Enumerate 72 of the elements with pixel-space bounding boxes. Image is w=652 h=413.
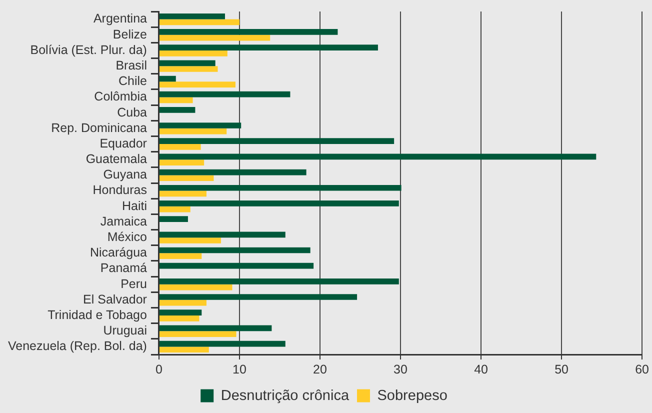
bar [159, 13, 225, 20]
bar [159, 128, 227, 134]
y-tick-label: Peru [120, 276, 148, 291]
y-tick-label: Guatemala [86, 152, 148, 166]
legend-label: Desnutrição crônica [220, 388, 350, 404]
y-tick-label: El Salvador [83, 292, 147, 306]
legend-label: Sobrepeso [377, 388, 448, 404]
bar [159, 138, 394, 144]
bar [159, 278, 399, 284]
bar [159, 262, 314, 269]
bar [159, 340, 286, 347]
bar [159, 300, 206, 306]
bar [159, 316, 200, 322]
bar [159, 184, 402, 191]
y-tick-label: Colômbia [94, 90, 148, 104]
y-tick-label: Argentina [93, 12, 148, 26]
x-tick-label: 40 [474, 362, 488, 376]
x-tick-label: 10 [232, 362, 246, 376]
bar [159, 106, 196, 113]
bar [159, 60, 216, 66]
bar [159, 294, 358, 300]
bar [159, 206, 190, 212]
y-tick-label: Brasil [116, 58, 147, 73]
bar [159, 346, 209, 353]
x-tick-label: 0 [156, 362, 162, 376]
y-tick-label: Cuba [117, 105, 148, 120]
y-tick-label: Bolívia (Est. Plur. da) [30, 42, 147, 57]
bar [159, 325, 272, 332]
y-tick-label: Chile [118, 74, 148, 88]
bar [159, 284, 232, 290]
bar [159, 253, 202, 260]
bar [159, 19, 240, 26]
bar [159, 154, 596, 160]
bar [159, 44, 378, 50]
bar [159, 91, 290, 98]
x-tick-label: 20 [313, 362, 327, 376]
bar [159, 66, 218, 72]
y-tick-label: Nicarágua [90, 246, 148, 260]
bar [159, 97, 193, 104]
y-tick-label: Equador [100, 136, 147, 150]
bar [159, 82, 236, 88]
y-tick-label: Rep. Dominicana [51, 120, 148, 135]
y-tick-label: Haiti [122, 198, 147, 213]
y-tick-label: Uruguai [103, 324, 147, 338]
y-tick-label: México [107, 230, 148, 244]
x-tick-label: 30 [394, 362, 408, 376]
x-tick-label: 50 [554, 362, 569, 376]
y-tick-label: Honduras [92, 183, 147, 198]
bar [159, 122, 242, 128]
y-tick-label: Belize [112, 27, 148, 42]
bar [159, 50, 228, 56]
bar [159, 76, 176, 82]
bar [159, 200, 399, 206]
y-tick-label: Guyana [103, 168, 148, 182]
bar [159, 331, 236, 337]
bar [159, 216, 188, 222]
bar [159, 169, 306, 176]
bar [159, 160, 204, 166]
bar [159, 238, 221, 244]
bar [159, 247, 310, 254]
bar [159, 310, 202, 316]
y-tick-label: Venezuela (Rep. Bol. da) [8, 339, 147, 354]
bar [159, 232, 286, 238]
bar [159, 190, 206, 197]
y-tick-label: Trinidad e Tobago [48, 308, 148, 322]
bar [159, 34, 270, 41]
bar [159, 144, 201, 150]
bar [159, 175, 214, 182]
x-tick-label: 60 [635, 362, 650, 376]
bar [159, 29, 338, 35]
y-tick-label: Jamaica [100, 214, 148, 228]
y-tick-label: Panamá [100, 261, 148, 276]
